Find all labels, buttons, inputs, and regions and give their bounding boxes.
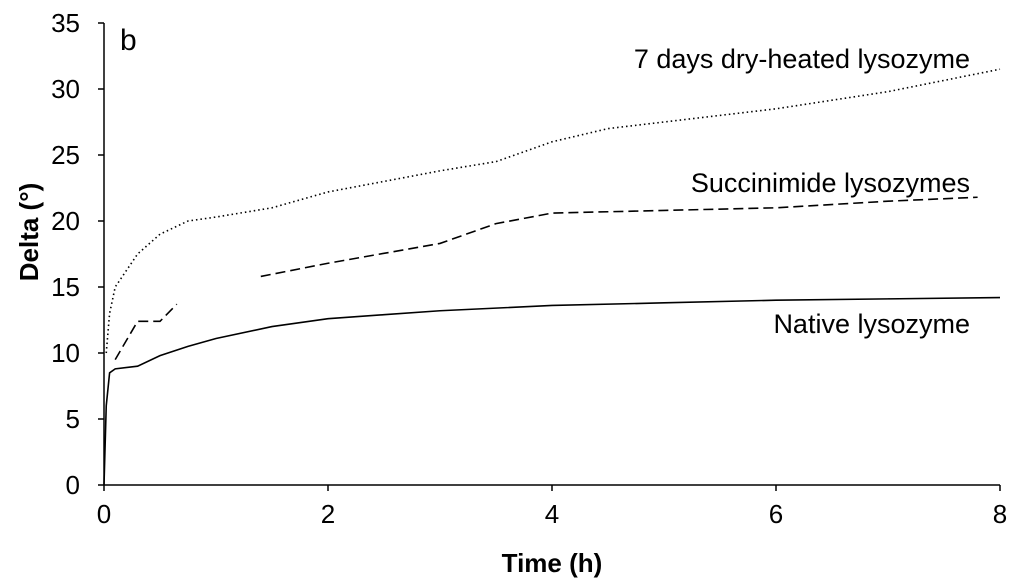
y-tick-label: 30	[51, 74, 80, 104]
y-tick-label: 35	[51, 8, 80, 38]
x-tick-label: 8	[993, 499, 1007, 529]
series-label: Native lysozyme	[773, 309, 970, 339]
y-tick-label: 15	[51, 272, 80, 302]
series-label: Succinimide lysozymes	[691, 168, 970, 198]
y-tick-label: 20	[51, 206, 80, 236]
series-label: 7 days dry-heated lysozyme	[634, 44, 970, 74]
x-tick-label: 6	[769, 499, 783, 529]
x-tick-label: 4	[545, 499, 559, 529]
x-tick-label: 2	[321, 499, 335, 529]
y-tick-label: 0	[66, 470, 80, 500]
panel-label: b	[120, 24, 137, 57]
series-line	[105, 68, 1001, 354]
y-tick-label: 5	[66, 404, 80, 434]
x-tick-label: 0	[97, 499, 111, 529]
y-axis-title: Delta (°)	[14, 183, 44, 282]
y-tick-label: 25	[51, 140, 80, 170]
y-tick-label: 10	[51, 338, 80, 368]
x-axis-title: Time (h)	[502, 548, 603, 578]
series-line	[103, 296, 1001, 486]
series-line	[114, 196, 978, 361]
